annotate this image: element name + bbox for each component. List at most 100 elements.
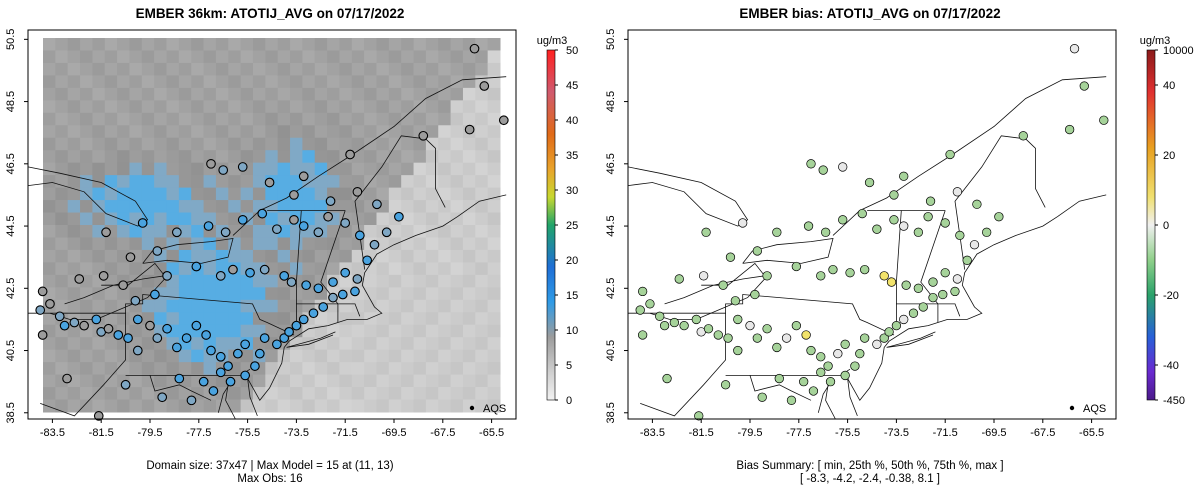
grid-cell xyxy=(438,75,452,89)
grid-cell xyxy=(314,187,328,201)
grid-cell xyxy=(339,374,353,388)
grid-cell xyxy=(191,175,205,189)
grid-cell xyxy=(55,274,69,288)
grid-cell xyxy=(290,150,303,164)
grid-cell xyxy=(364,100,377,114)
grid-cell xyxy=(215,125,229,139)
grid-cell xyxy=(252,38,266,51)
grid-cell xyxy=(154,75,168,89)
grid-cell xyxy=(203,287,217,301)
grid-cell xyxy=(413,38,427,51)
grid-cell xyxy=(388,162,402,176)
grid-cell xyxy=(141,38,155,51)
grid-cell xyxy=(252,249,266,263)
grid-cell xyxy=(487,262,501,276)
grid-cell xyxy=(240,150,254,164)
x-tick-label: -65.5 xyxy=(479,427,504,439)
grid-cell xyxy=(166,38,180,51)
grid-cell xyxy=(351,387,365,401)
grid-cell xyxy=(252,137,266,151)
grid-cell xyxy=(339,200,353,214)
grid-cell xyxy=(240,274,254,288)
grid-cell xyxy=(425,50,439,64)
grid-cell xyxy=(450,62,464,76)
grid-cell xyxy=(364,362,377,376)
grid-cell xyxy=(104,87,118,101)
grid-cell xyxy=(265,349,279,363)
station-marker xyxy=(828,264,838,275)
grid-cell xyxy=(252,150,266,164)
station-marker xyxy=(152,333,163,343)
grid-cell xyxy=(388,287,402,301)
grid-cell xyxy=(80,200,93,214)
station-marker xyxy=(703,324,714,334)
station-marker xyxy=(669,317,680,328)
grid-cell xyxy=(364,187,377,201)
grid-cell xyxy=(178,249,192,263)
grid-cell xyxy=(104,387,118,401)
grid-cell xyxy=(240,324,254,338)
grid-cell xyxy=(117,387,130,401)
grid-cell xyxy=(462,175,476,189)
grid-cell xyxy=(475,374,489,388)
grid-cell xyxy=(117,137,130,151)
station-marker xyxy=(469,43,480,54)
grid-cell xyxy=(92,399,106,413)
grid-cell xyxy=(401,87,415,101)
station-marker xyxy=(181,333,192,343)
grid-cell xyxy=(339,38,353,51)
station-marker xyxy=(498,115,509,126)
grid-cell xyxy=(166,150,180,164)
station-marker xyxy=(298,171,309,182)
grid-cell xyxy=(55,50,69,64)
grid-cell xyxy=(462,399,476,413)
grid-cell xyxy=(203,50,217,64)
grid-cell xyxy=(141,237,155,251)
grid-cell xyxy=(240,38,254,51)
station-marker xyxy=(816,271,826,281)
grid-cell xyxy=(265,150,279,164)
grid-cell xyxy=(178,162,192,176)
grid-cell xyxy=(191,62,205,76)
grid-cell xyxy=(277,187,291,201)
grid-cell xyxy=(388,100,402,114)
grid-cell xyxy=(462,274,476,288)
legend-marker-icon xyxy=(469,405,475,411)
grid-cell xyxy=(351,262,365,276)
grid-cell xyxy=(265,38,279,51)
grid-cell xyxy=(166,62,180,76)
grid-cell xyxy=(388,50,402,64)
grid-cell xyxy=(67,137,81,151)
grid-cell xyxy=(228,237,242,251)
grid-cell xyxy=(364,262,377,276)
grid-cell xyxy=(314,324,328,338)
grid-cell xyxy=(265,62,279,76)
grid-cell xyxy=(191,50,205,64)
grid-cell xyxy=(67,175,81,189)
grid-cell xyxy=(364,374,377,388)
grid-cell xyxy=(240,50,254,64)
grid-cell xyxy=(92,100,106,114)
grid-cell xyxy=(265,299,279,313)
grid-cell xyxy=(43,274,56,288)
station-marker xyxy=(272,224,282,235)
grid-cell xyxy=(290,38,303,51)
grid-cell xyxy=(388,262,402,276)
grid-cell xyxy=(290,337,303,351)
grid-cell xyxy=(401,299,415,313)
station-marker xyxy=(162,270,172,281)
grid-cell xyxy=(240,387,254,401)
grid-cell xyxy=(141,200,155,214)
station-marker xyxy=(152,246,163,256)
grid-cell xyxy=(43,137,56,151)
station-marker xyxy=(318,302,329,312)
station-marker xyxy=(59,320,70,331)
grid-cell xyxy=(178,349,192,363)
grid-cell xyxy=(92,299,106,313)
grid-cell xyxy=(401,262,415,276)
grid-cell xyxy=(425,150,439,164)
grid-cell xyxy=(438,137,452,151)
grid-cell xyxy=(191,150,205,164)
grid-cell xyxy=(425,237,439,251)
grid-cell xyxy=(228,324,242,338)
